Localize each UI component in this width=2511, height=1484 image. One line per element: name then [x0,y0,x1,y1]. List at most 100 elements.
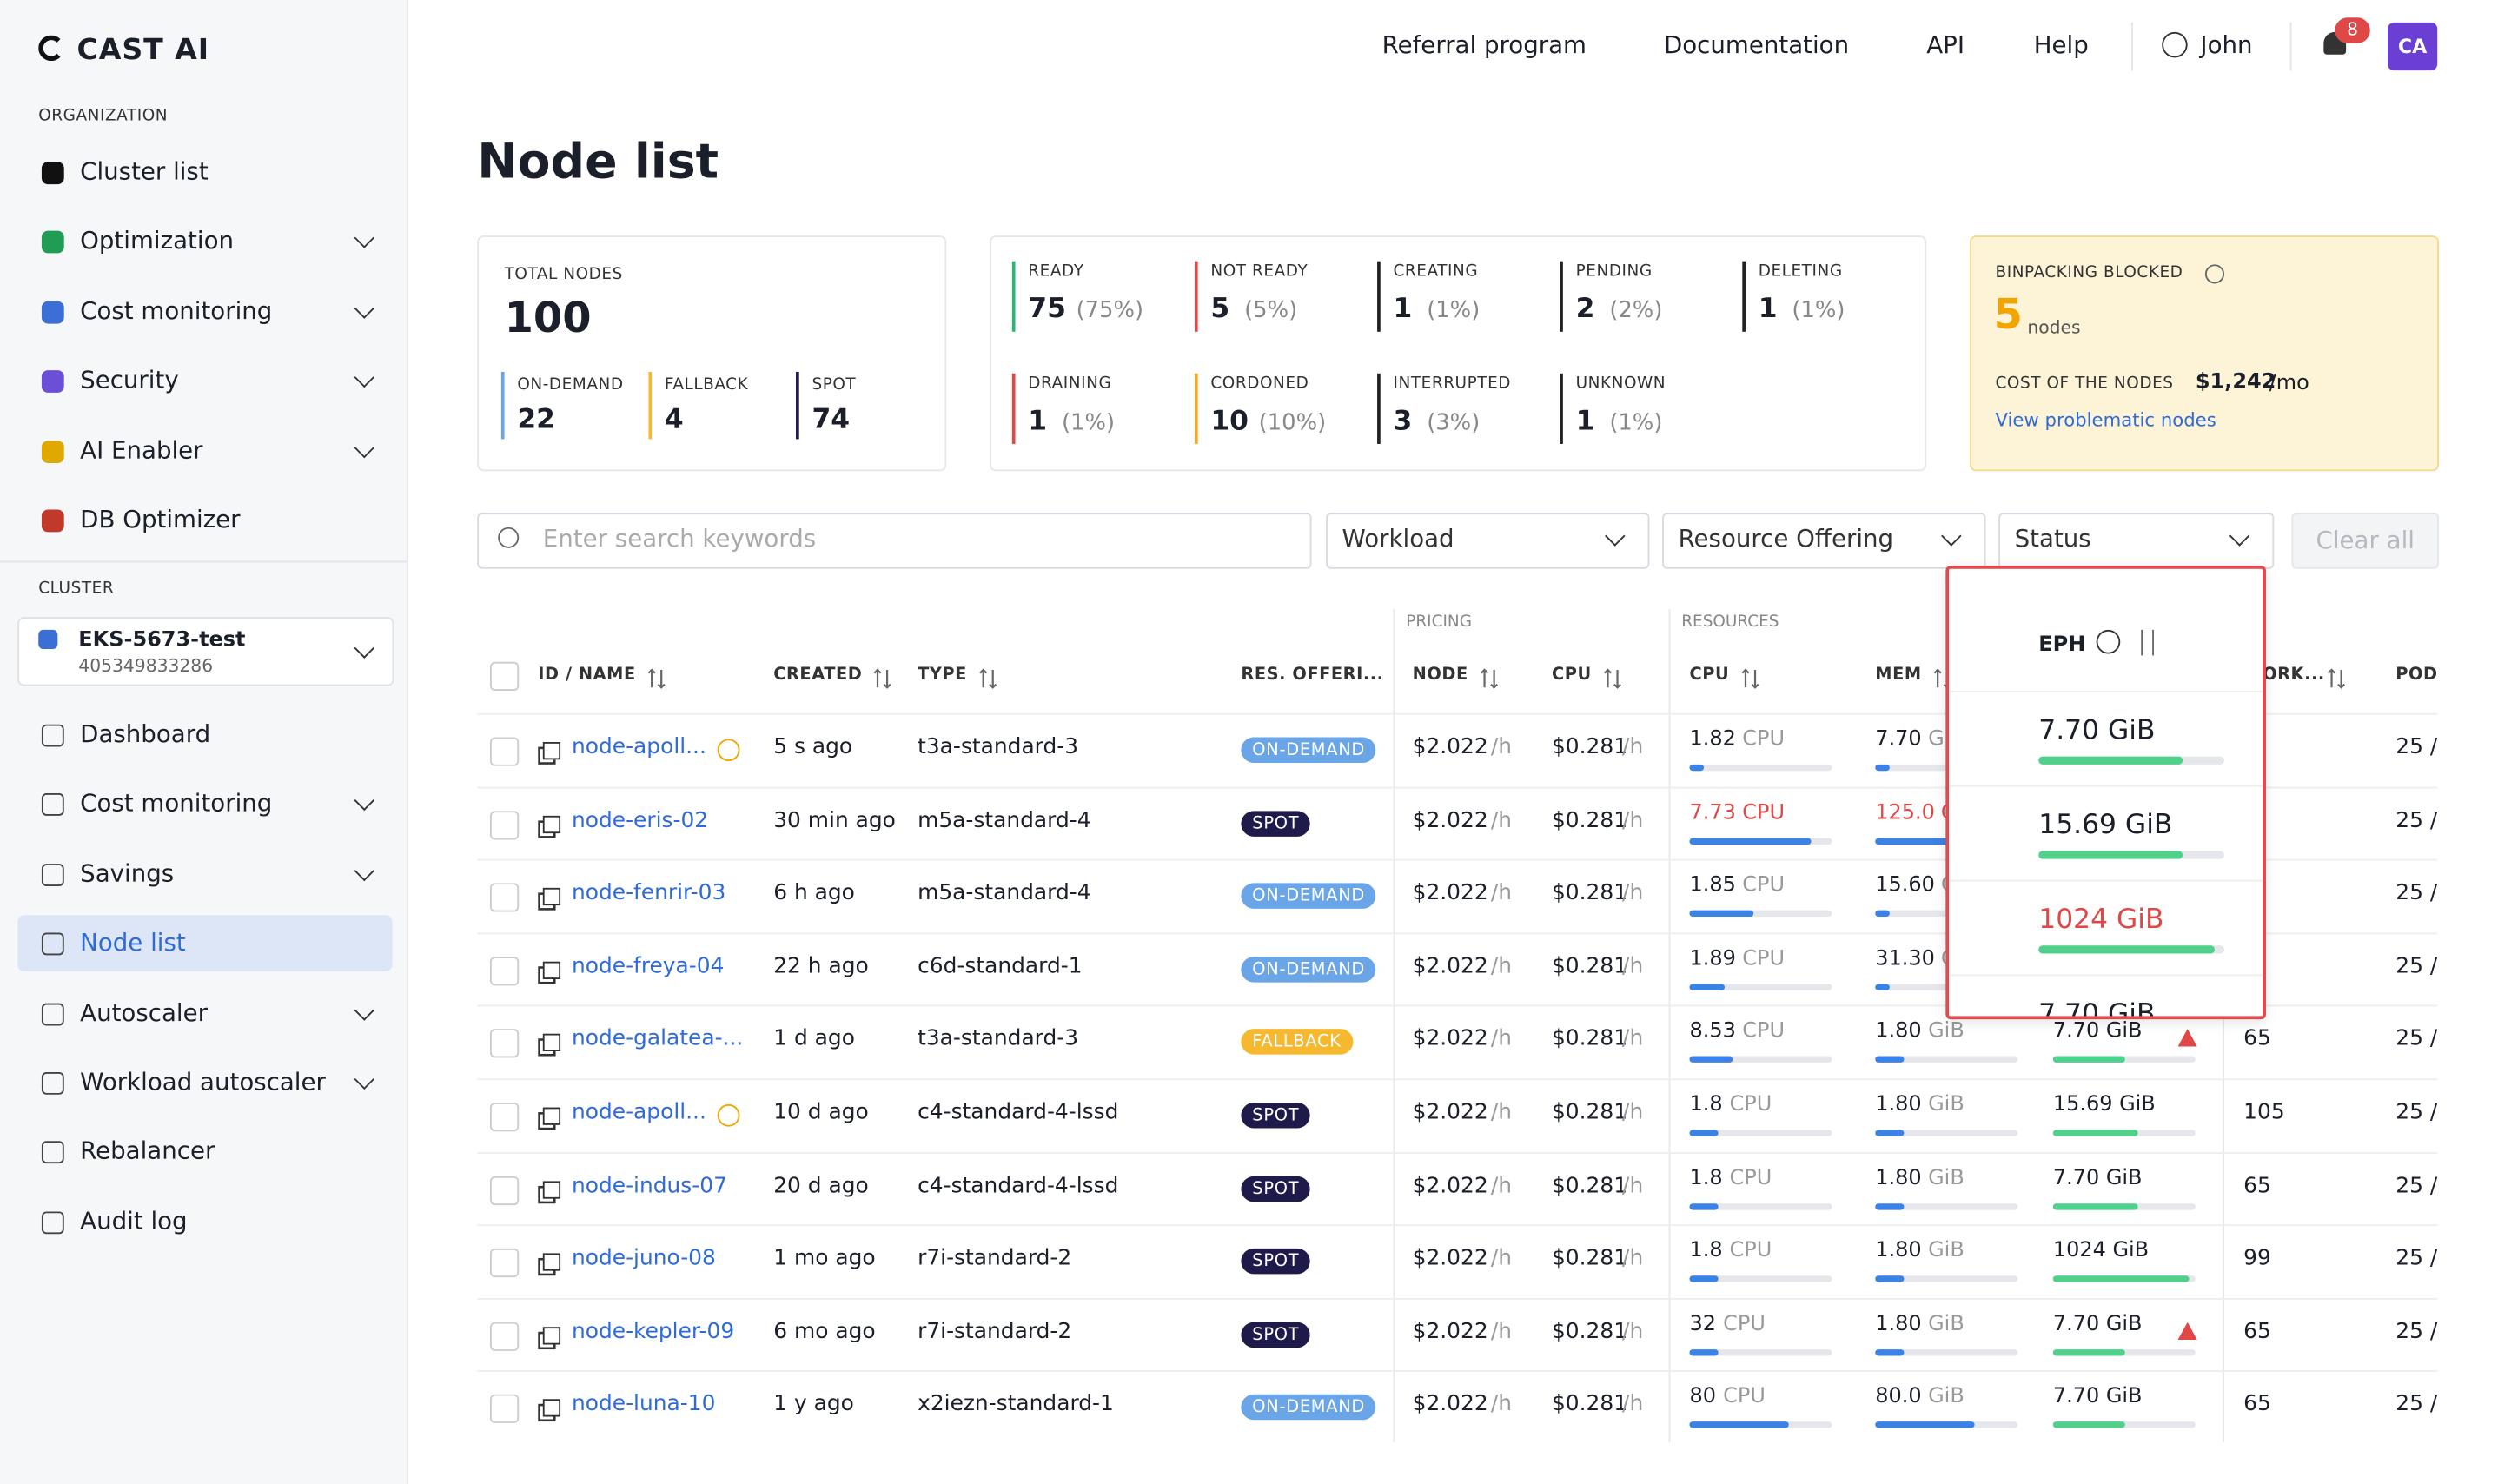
nav-icon [42,301,64,323]
node-link[interactable]: node-apoll... [572,734,706,760]
nav-item[interactable]: Dashboard [80,719,210,748]
node-price: $2.022 [1413,734,1488,760]
copy-icon [543,961,560,978]
copy-icon [543,1108,560,1125]
checkbox[interactable] [490,957,519,985]
clear-button[interactable]: Clear all [2291,513,2439,569]
search-icon [498,527,519,548]
bp-cost-unit: /mo [2269,372,2309,396]
popup-value: 1024 GiB [2038,904,2163,936]
top-link[interactable]: API [1926,30,1964,59]
mem-unit: GiB [1928,1166,1964,1190]
node-price: $2.022 [1413,880,1488,906]
price-unit: /h [1622,953,1643,979]
node-link[interactable]: node-kepler-09 [572,1319,734,1345]
nav-item[interactable]: AI Enabler [80,435,202,464]
warning-icon [2178,1322,2197,1339]
column-header[interactable]: RES. OFFERI... [1241,665,1383,684]
bp-link[interactable]: View problematic nodes [1996,408,2216,431]
checkbox[interactable] [490,662,519,691]
nav-item[interactable]: Cost monitoring [80,789,272,818]
node-link[interactable]: node-indus-07 [572,1172,727,1198]
column-header[interactable]: PODS [2395,665,2437,684]
node-link[interactable]: node-luna-10 [572,1392,715,1418]
column-header[interactable]: TYPE [918,665,967,684]
user-icon [2162,32,2187,58]
column-header[interactable]: CPU [1689,665,1729,684]
indicator [501,372,505,439]
cpu-unit: CPU [1742,727,1785,752]
top-link[interactable]: Documentation [1664,30,1849,59]
column-header[interactable]: MEM [1875,665,1921,684]
top-link[interactable]: Referral program [1382,30,1587,59]
section-heading: ORGANIZATION [38,108,168,125]
mem-value: 1.80 [1875,1093,1921,1117]
mem-value: 80.0 [1875,1385,1921,1409]
checkbox[interactable] [490,1322,519,1350]
nav-item[interactable]: Rebalancer [80,1136,215,1165]
column-header[interactable]: ID / NAME [538,665,635,684]
status-value: 5 [1210,294,1229,326]
offering-badge: SPOT [1241,1103,1310,1129]
status-label: READY [1028,262,1083,280]
nav-item[interactable]: DB Optimizer [80,505,240,533]
checkbox[interactable] [490,1176,519,1204]
type: r7i-standard-2 [918,1246,1071,1272]
offering-badge: SPOT [1241,1322,1310,1348]
eph-bar [2053,1349,2124,1355]
sort-icon [1740,665,1759,686]
cpu-price: $0.281 [1552,807,1627,833]
column-header[interactable]: CREATED [773,665,862,684]
node-link[interactable]: node-freya-04 [572,953,724,979]
cpu-unit: CPU [1742,947,1785,971]
mem-value: 1.80 [1875,1312,1921,1336]
node-link[interactable]: node-galatea-... [572,1026,743,1052]
nav-item[interactable]: Cluster list [80,157,209,186]
checkbox[interactable] [490,1030,519,1058]
status-pct: (10%) [1259,410,1326,436]
user-name[interactable]: John [2200,30,2252,59]
checkbox[interactable] [490,1395,519,1423]
bp-cost-label: COST OF THE NODES [1996,375,2174,393]
node-link[interactable]: node-apoll... [572,1099,706,1125]
created: 10 d ago [773,1099,869,1125]
node-price: $2.022 [1413,1246,1488,1272]
nav-item[interactable]: Savings [80,858,174,887]
cpu-price: $0.281 [1552,1026,1627,1052]
checkbox[interactable] [490,1249,519,1277]
column-header[interactable]: NODE [1413,665,1468,684]
nav-item[interactable]: Security [80,366,179,394]
checkbox[interactable] [490,737,519,765]
info-icon [718,739,740,761]
nav-item[interactable]: Workload autoscaler [80,1067,326,1096]
mem-value: 1.80 [1875,1166,1921,1190]
node-price: $2.022 [1413,1026,1488,1052]
node-link[interactable]: node-fenrir-03 [572,880,725,906]
cpu-unit: CPU [1742,874,1785,898]
nav-item[interactable]: Cost monitoring [80,296,272,325]
node-link[interactable]: node-eris-02 [572,807,708,833]
pods: 25 / [2395,1026,2437,1052]
pods: 25 / [2395,1172,2437,1198]
nav-item[interactable]: Audit log [80,1207,187,1236]
checkbox[interactable] [490,1103,519,1131]
cpu-value: 1.89 [1689,947,1735,971]
mem-value: 1.80 [1875,1239,1921,1263]
pods: 25 / [2395,734,2437,760]
nav-item[interactable]: Autoscaler [80,997,208,1026]
checkbox[interactable] [490,811,519,839]
top-link[interactable]: Help [2034,30,2089,59]
column-header[interactable]: CPU [1552,665,1592,684]
mem-bar [1875,984,1889,990]
status-label: INTERRUPTED [1393,375,1511,393]
nav-item[interactable]: Node list [80,928,186,957]
node-link[interactable]: node-juno-08 [572,1246,716,1272]
checkbox[interactable] [490,884,519,912]
popup-bar [2038,851,2183,858]
avatar[interactable]: CA [2388,23,2437,70]
nav-item[interactable]: Optimization [80,227,234,255]
price-unit: /h [1622,807,1643,833]
node-price: $2.022 [1413,953,1488,979]
mem-bar [1875,1202,1904,1209]
cpu-value: 1.8 [1689,1166,1722,1190]
